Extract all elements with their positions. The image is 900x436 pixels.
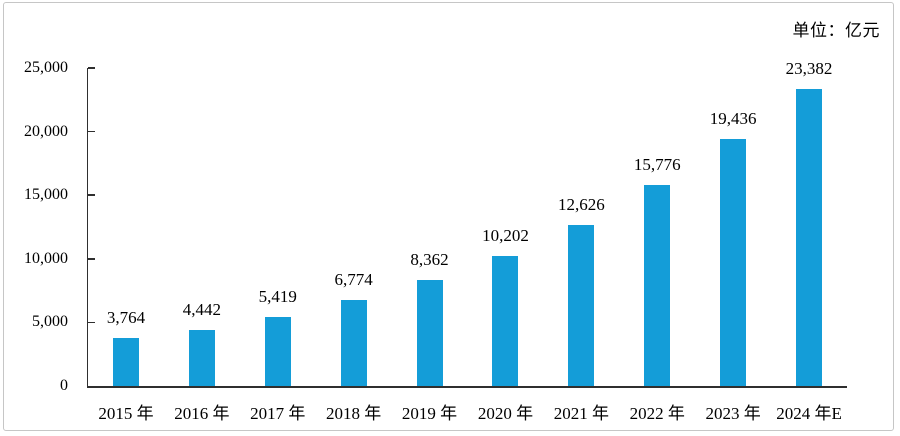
- bar-value-label: 4,442: [182, 299, 221, 319]
- bar: [796, 88, 823, 386]
- x-axis-label: 2020 年: [477, 404, 534, 423]
- y-axis-tick: [88, 321, 95, 324]
- y-axis-tick: [88, 194, 95, 196]
- bar-value-label: 3,764: [106, 308, 146, 328]
- y-axis-tick-label: 5,000: [32, 313, 68, 331]
- x-axis-label: 2021 年: [553, 404, 609, 423]
- bar-value-label: 15,776: [633, 155, 681, 175]
- bar: [492, 256, 519, 386]
- bar: [416, 279, 443, 386]
- y-axis-tick: [88, 258, 95, 260]
- x-axis-label: 2024 年E: [776, 404, 842, 423]
- bar-value-label: 19,436: [709, 108, 757, 128]
- bar: [720, 138, 747, 386]
- x-axis-label: 2018 年: [326, 404, 382, 423]
- bar-value-label: 8,362: [410, 249, 449, 269]
- bar: [112, 338, 139, 386]
- y-axis-tick-label: 15,000: [24, 186, 68, 204]
- y-axis-tick-label: 25,000: [24, 59, 68, 76]
- unit-label: 单位：亿元: [792, 21, 880, 40]
- bar: [264, 317, 291, 386]
- bar: [568, 225, 595, 386]
- bar: [188, 329, 215, 386]
- y-axis-tick-label: 20,000: [24, 122, 68, 140]
- x-axis-label: 2022 年: [629, 404, 685, 423]
- bar-value-label: 5,419: [258, 287, 297, 307]
- bar: [644, 185, 671, 386]
- plot-area: 3,764 2015 年 4,442 2016 年 5,419 2017 年 6,774 20…: [87, 59, 847, 423]
- bar-value-label: 23,382: [785, 58, 833, 78]
- y-axis-tick: [88, 130, 95, 133]
- x-axis-label: 2017 年: [250, 404, 306, 423]
- y-axis-tick: [88, 67, 95, 69]
- y-axis-tick-label: 10,000: [24, 249, 68, 267]
- y-axis-tick-label: 0: [60, 377, 68, 394]
- bar-value-label: 12,626: [557, 195, 605, 215]
- x-axis-label: 2016 年: [174, 404, 230, 423]
- bar-value-label: 10,202: [482, 226, 529, 246]
- bar: [340, 299, 367, 386]
- x-axis-label: 2019 年: [401, 404, 458, 423]
- x-axis-label: 2015 年: [98, 404, 154, 423]
- bar-value-label: 6,774: [334, 269, 373, 289]
- x-axis-label: 2023 年: [705, 404, 761, 423]
